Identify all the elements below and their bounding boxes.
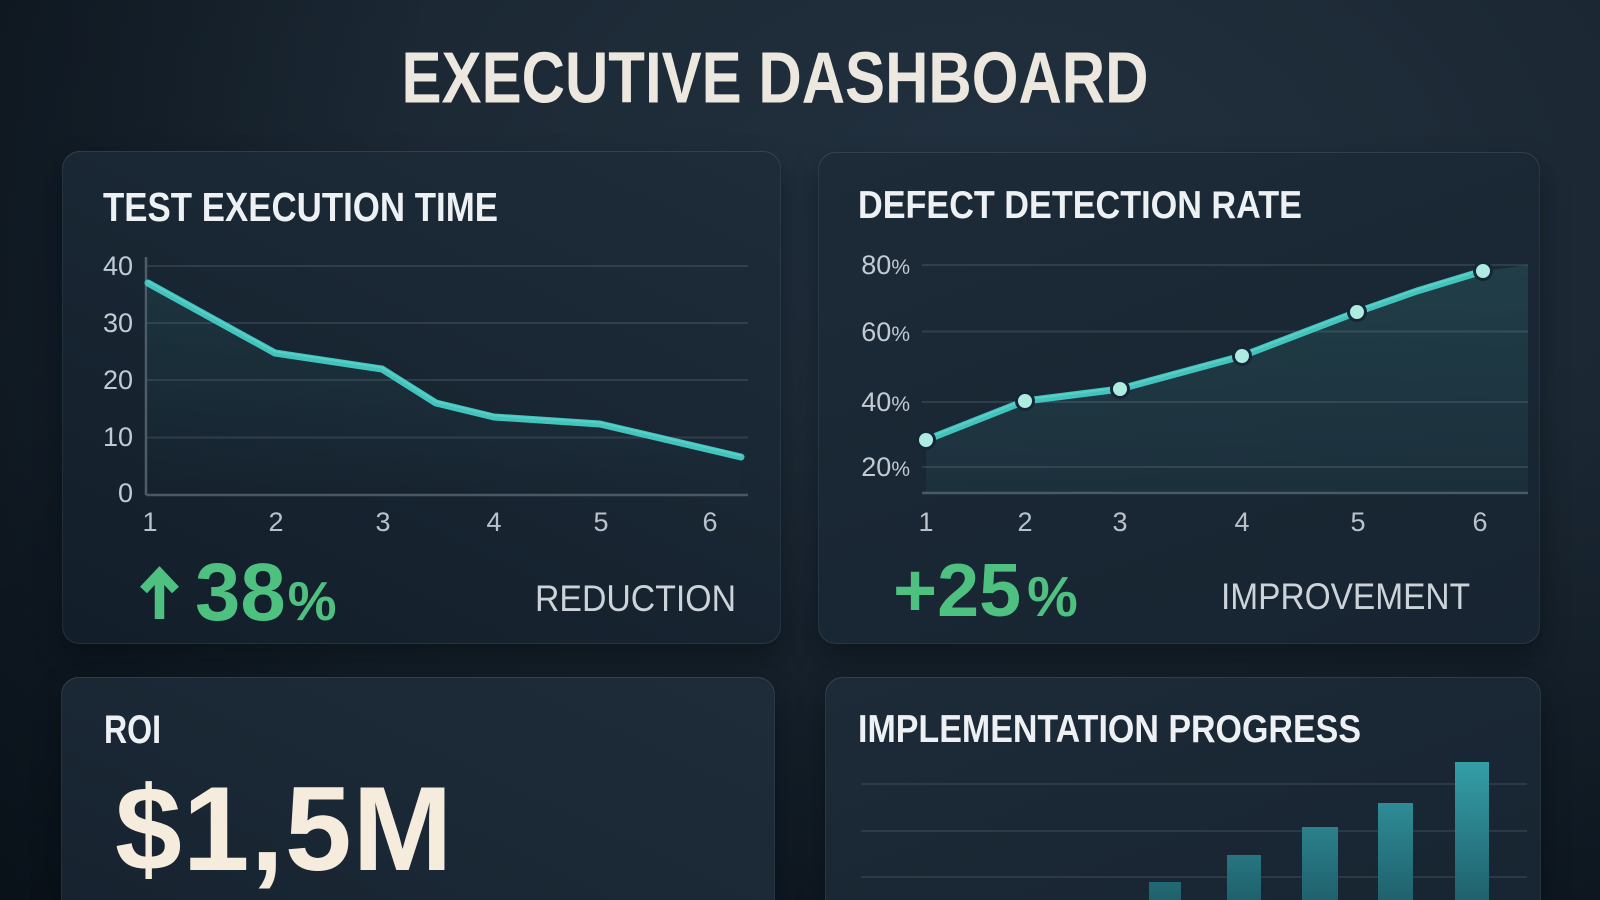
svg-text:IMPLEMENTATION PROGRESS: IMPLEMENTATION PROGRESS [858,708,1361,751]
svg-text:DEFECT DETECTION RATE: DEFECT DETECTION RATE [858,184,1302,227]
svg-text:TEST EXECUTION TIME: TEST EXECUTION TIME [103,184,498,230]
svg-text:38%: 38% [195,547,337,638]
svg-text:REDUCTION: REDUCTION [535,577,736,619]
svg-text:IMPROVEMENT: IMPROVEMENT [1221,575,1470,617]
svg-text:ROI: ROI [104,708,161,752]
svg-text:EXECUTIVE DASHBOARD: EXECUTIVE DASHBOARD [402,38,1149,119]
svg-text:+25%: +25% [893,548,1078,632]
